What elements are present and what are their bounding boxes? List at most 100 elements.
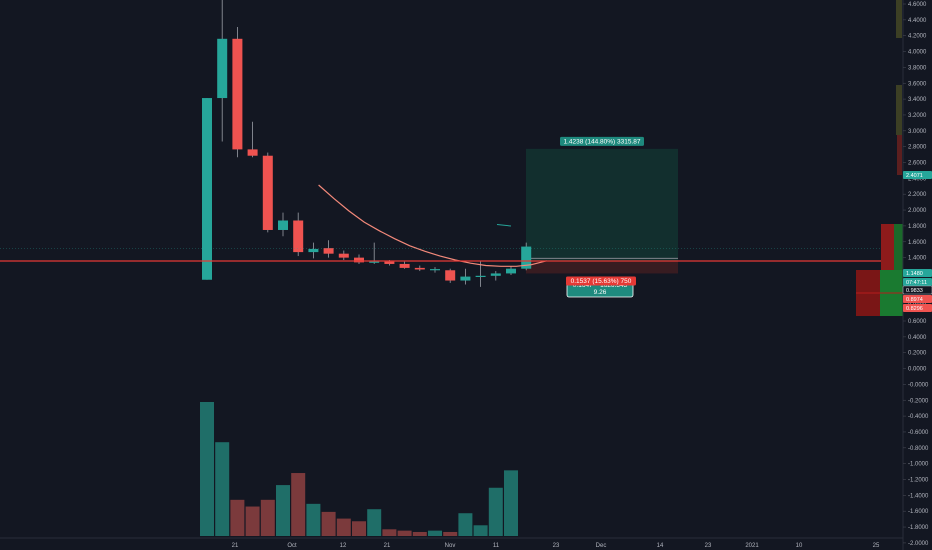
- mid-label-line2: 9.26: [594, 289, 607, 296]
- price-tag-bg: [903, 295, 932, 303]
- target-label: 1.4238 (144.80%) 3315.87: [564, 138, 641, 145]
- candle-body: [338, 253, 349, 258]
- stop-label: 0.1537 (15.63%) 750: [571, 278, 632, 285]
- price-tag-text: 1.1480: [906, 271, 923, 277]
- time-axis[interactable]: 21 Oct 12 21 Nov 11 23 Dec 14 23 2021 10 25: [0, 537, 903, 549]
- candle-body: [414, 267, 425, 270]
- candle-body: [521, 246, 532, 269]
- price-tag: 2.4071: [903, 171, 932, 179]
- time-tick-label: Oct: [287, 543, 297, 549]
- price-tick-label: 4.6000: [908, 2, 927, 8]
- price-tick-label: -1.6000: [908, 509, 929, 515]
- candle-body: [278, 220, 288, 230]
- position-labels: 1.4238 (144.80%) 3315.87 0.1647 − 1626.54…: [560, 136, 644, 298]
- price-tag-bg: [903, 171, 932, 179]
- price-tick-label: 3.0000: [908, 129, 927, 135]
- time-tick-label: 11: [493, 543, 500, 549]
- candle-body: [323, 248, 334, 254]
- time-tick-label: 25: [873, 543, 880, 549]
- volume-bar: [443, 531, 458, 536]
- time-tick-label: 12: [340, 543, 347, 549]
- candle-body: [369, 261, 380, 263]
- price-tick-label: 1.4000: [908, 256, 927, 262]
- volume-bar: [397, 530, 412, 536]
- depth-box-red-upper: [881, 224, 894, 270]
- price-tick-label: 3.8000: [908, 65, 927, 71]
- time-tick-label: 23: [553, 543, 560, 549]
- time-tick-label: Dec: [596, 543, 607, 549]
- price-tag-text: 07:47:11: [906, 280, 927, 286]
- price-tick-label: -0.2000: [908, 398, 929, 404]
- price-tick-label: 2.6000: [908, 161, 927, 167]
- time-tick-label: 14: [657, 543, 664, 549]
- price-tick-label: 1.8000: [908, 224, 927, 230]
- volume-bars: [200, 402, 518, 536]
- candle-body: [430, 269, 440, 271]
- candle-body: [202, 98, 212, 280]
- volume-bar: [367, 509, 382, 536]
- price-tick-label: 2.0000: [908, 208, 927, 214]
- candle-body: [399, 263, 410, 268]
- volume-bar: [245, 506, 260, 536]
- candle-body: [354, 257, 364, 263]
- volume-bar: [428, 530, 442, 536]
- volume-bar: [200, 402, 214, 536]
- price-tick-label: 4.0000: [908, 50, 927, 56]
- top-volume-profile-2: [896, 85, 902, 135]
- mid-label-line1: 0.1647 − 1626.545: [573, 282, 628, 289]
- price-tag: 07:47:11: [903, 278, 932, 286]
- price-axis[interactable]: 4.6000 4.4000 4.2000 4.0000 3.8000 3.6000 3.40…: [902, 0, 932, 550]
- price-tag: 0.9833: [902, 285, 932, 295]
- price-tag: 0.8296: [903, 304, 932, 312]
- top-volume-profile-3: [897, 135, 902, 175]
- price-tick-label: 0.6000: [908, 319, 927, 325]
- price-tick-label: -2.0000: [908, 541, 929, 547]
- candle-body: [506, 268, 516, 274]
- candle-body: [308, 248, 319, 253]
- volume-bar: [260, 499, 275, 536]
- small-trend-mark: [496, 223, 512, 227]
- price-tick-label: 1.6000: [908, 240, 927, 246]
- price-tick-label: -0.0000: [908, 382, 929, 388]
- volume-bar: [336, 518, 351, 536]
- volume-bar: [488, 487, 503, 536]
- overlay-lines: [0, 184, 903, 267]
- candle-body: [262, 155, 273, 230]
- price-tag-text: 2.4071: [906, 173, 923, 179]
- volume-bar: [473, 525, 488, 536]
- volume-bar: [321, 511, 336, 536]
- volume-bar: [276, 485, 290, 536]
- time-tick-label: 21: [384, 543, 391, 549]
- candle-body: [384, 261, 395, 264]
- price-tag-text: 0.8296: [906, 306, 923, 312]
- candle-body: [460, 276, 471, 281]
- volume-bar: [458, 513, 473, 536]
- time-tick-label: 2021: [745, 543, 759, 549]
- price-tick-label: 2.4000: [908, 176, 927, 182]
- target-zone: [526, 148, 678, 262]
- candle-body: [232, 38, 243, 150]
- top-volume-profile-1: [896, 0, 902, 38]
- candle-body: [217, 38, 228, 99]
- price-tick-label: -1.0000: [908, 462, 929, 468]
- stop-zone: [526, 261, 678, 274]
- price-tag: 1.1480: [903, 269, 932, 277]
- price-tick-label: -1.2000: [908, 478, 929, 484]
- price-tag-bg: [903, 269, 932, 277]
- time-tick-label: Nov: [445, 543, 456, 549]
- price-tick-label: 2.8000: [908, 145, 927, 151]
- position-zones[interactable]: [526, 148, 678, 274]
- volume-bar: [504, 470, 518, 536]
- price-tick-label: 3.6000: [908, 81, 927, 87]
- time-tick-label: 10: [796, 543, 803, 549]
- depth-box-green-upper: [894, 224, 903, 270]
- price-tick-label: 3.4000: [908, 97, 927, 103]
- volume-bar: [382, 529, 397, 536]
- price-tick-label: -0.6000: [908, 430, 929, 436]
- price-tick-label: 3.2000: [908, 113, 927, 119]
- volume-bar: [306, 503, 321, 536]
- candle-body: [293, 220, 304, 253]
- price-tag-text: 0.8974: [906, 297, 923, 303]
